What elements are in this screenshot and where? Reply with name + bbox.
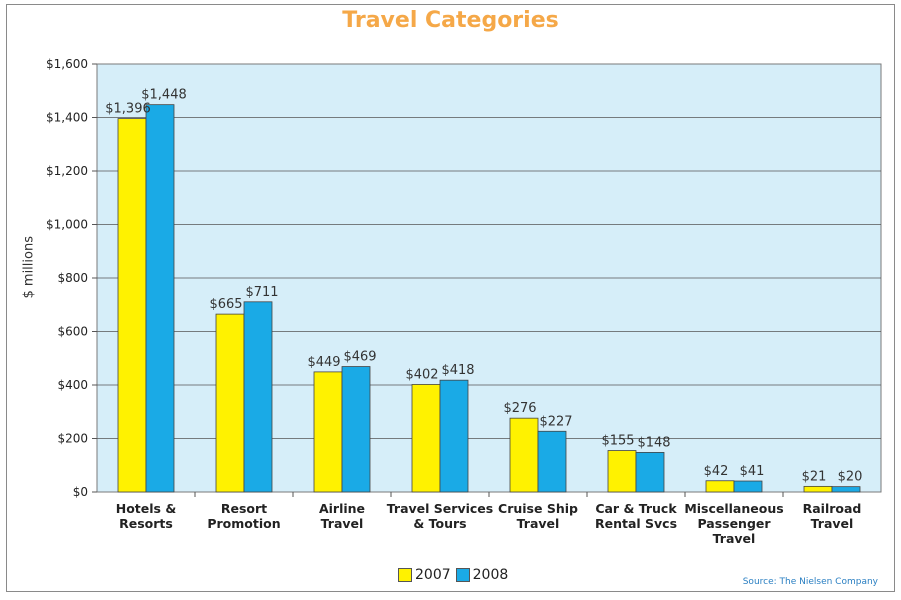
- bar-2008-0: [145, 104, 175, 493]
- source-note: Source: The Nielsen Company: [742, 577, 878, 587]
- bar-2008-6: [733, 480, 763, 493]
- data-label-2007-0: $1,396: [105, 102, 151, 117]
- data-label-2008-7: $20: [838, 470, 863, 485]
- bar-2007-6: [705, 480, 735, 493]
- data-label-2008-4: $227: [539, 414, 572, 429]
- legend-swatch-2008: [455, 568, 470, 582]
- data-label-2007-7: $21: [802, 469, 827, 484]
- bar-2007-0: [117, 118, 147, 493]
- y-tick-label: $1,000: [46, 218, 88, 232]
- bar-2008-2: [341, 366, 371, 493]
- category-label-3: Travel Services & Tours: [387, 501, 493, 531]
- chart-title: Travel Categories: [342, 8, 559, 33]
- y-tick-label: $600: [57, 325, 88, 339]
- data-label-2007-5: $155: [601, 434, 634, 449]
- data-label-2007-4: $276: [503, 401, 536, 416]
- data-label-2007-6: $42: [704, 464, 729, 479]
- category-label-7: Railroad Travel: [803, 501, 862, 531]
- bar-2007-4: [509, 417, 539, 493]
- category-label-1: Resort Promotion: [207, 501, 280, 531]
- bar-2008-1: [243, 301, 273, 493]
- legend-label-2008: 2008: [472, 567, 509, 583]
- bar-2008-7: [831, 486, 861, 493]
- category-label-6: Miscellaneous Passenger Travel: [684, 501, 783, 546]
- y-tick-label: $400: [57, 378, 88, 392]
- data-label-2007-1: $665: [209, 297, 242, 312]
- data-label-2008-2: $469: [343, 350, 376, 365]
- category-label-5: Car & Truck Rental Svcs: [595, 501, 677, 531]
- data-label-2008-3: $418: [441, 363, 474, 378]
- bar-2008-3: [439, 379, 469, 493]
- data-label-2007-3: $402: [405, 367, 438, 382]
- y-tick-label: $1,200: [46, 164, 88, 178]
- data-label-2008-5: $148: [637, 435, 670, 450]
- bar-2007-7: [803, 485, 833, 493]
- bar-2007-3: [411, 384, 441, 493]
- data-label-2007-2: $449: [307, 355, 340, 370]
- legend-item-2007: 2007: [398, 567, 451, 583]
- data-label-2008-6: $41: [740, 464, 765, 479]
- bar-2007-2: [313, 371, 343, 493]
- bar-2008-4: [537, 430, 567, 493]
- category-label-0: Hotels & Resorts: [116, 501, 177, 531]
- legend: 2007 2008: [398, 567, 513, 583]
- data-label-2008-1: $711: [245, 285, 278, 300]
- y-tick-label: $1,400: [46, 111, 88, 125]
- legend-swatch-2007: [398, 568, 412, 582]
- legend-label-2007: 2007: [415, 567, 451, 583]
- bar-2007-5: [607, 450, 637, 493]
- y-tick-label: $200: [57, 432, 88, 446]
- y-tick-label: $800: [57, 271, 88, 285]
- data-label-2008-0: $1,448: [141, 88, 187, 103]
- category-label-2: Airline Travel: [319, 501, 365, 531]
- category-label-4: Cruise Ship Travel: [498, 501, 578, 531]
- y-tick-label: $0: [73, 485, 88, 499]
- bar-2008-5: [635, 452, 665, 493]
- legend-item-2008: 2008: [455, 567, 509, 583]
- bar-2007-1: [215, 313, 245, 493]
- y-tick-label: $1,600: [46, 57, 88, 71]
